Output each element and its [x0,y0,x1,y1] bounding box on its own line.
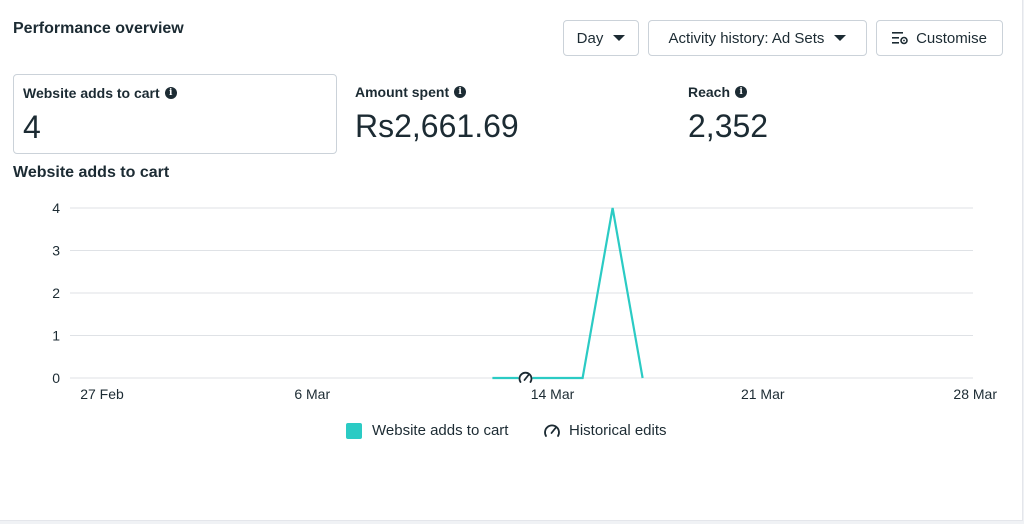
day-dropdown-label: Day [576,29,604,47]
metric-label: Website adds to cart [23,85,160,101]
customise-icon [892,31,908,45]
metric-card-website-adds-to-cart[interactable]: Website adds to cart i 4 [13,74,337,154]
info-icon[interactable]: i [454,86,467,98]
historical-edit-marker[interactable] [518,371,533,385]
metric-card-amount-spent[interactable]: Amount spent i Rs2,661.69 [346,74,670,154]
legend-swatch [346,422,362,439]
gauge-icon [543,423,561,439]
info-icon[interactable]: i [164,87,177,99]
y-tick-label: 2 [52,285,60,301]
activity-history-dropdown[interactable]: Activity history: Ad Sets [648,20,867,56]
y-tick-label: 3 [52,243,60,259]
day-dropdown[interactable]: Day [563,20,639,56]
caret-down-icon [834,35,847,41]
legend-edits-label: Historical edits [569,422,667,439]
customise-button[interactable]: Customise [876,20,1003,56]
x-tick-label: 28 Mar [953,386,997,402]
metric-card-reach[interactable]: Reach i 2,352 [679,74,1003,154]
metric-label-row: Website adds to cart i [23,85,177,101]
legend-series-label: Website adds to cart [372,422,509,439]
x-tick-label: 27 Feb [80,386,124,402]
metric-label: Reach [688,84,731,100]
metric-value: 4 [23,109,41,145]
activity-history-label: Activity history: Ad Sets [668,29,825,47]
x-tick-label: 21 Mar [741,386,785,402]
metric-label-row: Amount spent i [355,84,467,100]
chart-title: Website adds to cart [13,164,170,181]
y-tick-label: 4 [52,200,60,216]
metric-value: Rs2,661.69 [355,108,519,144]
metric-value: 2,352 [688,108,769,144]
y-tick-label: 1 [52,328,60,344]
legend-item-historical-edits[interactable]: Historical edits [543,422,667,439]
series-line [492,207,644,380]
x-tick-label: 14 Mar [531,386,575,402]
caret-down-icon [613,35,626,41]
info-icon[interactable]: i [735,86,748,98]
metric-label-row: Reach i [688,84,748,100]
panel-title: Performance overview [13,20,184,37]
line-chart: 0 1 2 3 4 27 Feb 6 Mar 14 Mar 21 Mar 28 Mar [52,200,997,402]
x-tick-label: 6 Mar [294,386,330,402]
customise-label: Customise [916,29,987,47]
legend-item-series[interactable]: Website adds to cart [346,422,508,439]
metric-label: Amount spent [355,84,450,100]
y-tick-label: 0 [52,370,60,386]
